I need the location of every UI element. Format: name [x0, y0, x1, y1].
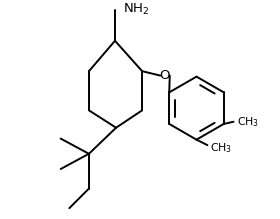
Text: CH$_3$: CH$_3$ [237, 115, 259, 129]
Text: CH$_3$: CH$_3$ [209, 141, 232, 155]
Text: NH$_2$: NH$_2$ [123, 2, 149, 17]
Text: O: O [160, 69, 170, 82]
